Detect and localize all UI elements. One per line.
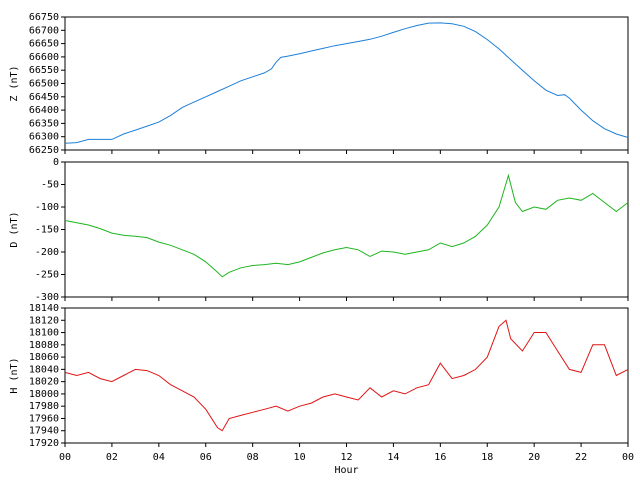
y-tick-label: -300 <box>35 292 59 303</box>
y-tick-label: 66450 <box>29 92 59 103</box>
plot-frame <box>64 161 629 298</box>
y-tick-label: 66400 <box>29 105 59 116</box>
y-tick-label: 18100 <box>29 328 59 339</box>
x-tick-label: 12 <box>340 452 352 463</box>
x-tick-label: 00 <box>59 452 71 463</box>
x-tick-label: 22 <box>575 452 587 463</box>
x-tick-label: 08 <box>247 452 259 463</box>
y-tick-label: 17980 <box>29 401 59 412</box>
y-tick-label: 18060 <box>29 352 59 363</box>
y-tick-label: 18020 <box>29 377 59 388</box>
y-axis-label: Z (nT) <box>9 65 20 101</box>
x-tick-label: 10 <box>294 452 306 463</box>
y-tick-label: -200 <box>35 247 59 258</box>
y-tick-label: 18000 <box>29 389 59 400</box>
y-axis-label: D (nT) <box>9 211 20 247</box>
x-tick-label: 18 <box>481 452 493 463</box>
y-axis-label: H (nT) <box>9 357 20 393</box>
y-tick-label: 18080 <box>29 340 59 351</box>
x-tick-label: 06 <box>200 452 212 463</box>
data-line <box>64 22 629 144</box>
y-tick-label: 17960 <box>29 413 59 424</box>
y-tick-label: -250 <box>35 270 59 281</box>
y-tick-label: 18140 <box>29 303 59 314</box>
y-tick-label: 0 <box>53 157 59 168</box>
y-tick-label: 66500 <box>29 79 59 90</box>
x-tick-label: 20 <box>528 452 540 463</box>
y-tick-label: 66350 <box>29 118 59 129</box>
y-tick-label: 66250 <box>29 145 59 156</box>
plot-frame <box>64 16 629 151</box>
y-tick-label: -100 <box>35 202 59 213</box>
y-tick-label: 66750 <box>29 12 59 23</box>
y-tick-label: 66650 <box>29 39 59 50</box>
y-tick-label: -50 <box>41 180 59 191</box>
y-tick-label: 18040 <box>29 364 59 375</box>
y-tick-label: 66300 <box>29 132 59 143</box>
y-tick-label: 17940 <box>29 426 59 437</box>
plot-frame <box>64 307 629 444</box>
y-tick-label: 66600 <box>29 52 59 63</box>
x-tick-label: 16 <box>434 452 446 463</box>
x-axis-label: Hour <box>334 465 358 476</box>
y-tick-label: 66550 <box>29 65 59 76</box>
data-line <box>64 319 629 432</box>
x-tick-label: 04 <box>153 452 165 463</box>
y-tick-label: 17920 <box>29 438 59 449</box>
y-tick-label: 18120 <box>29 315 59 326</box>
x-tick-label: 02 <box>106 452 118 463</box>
y-tick-label: -150 <box>35 225 59 236</box>
x-tick-label: 14 <box>387 452 399 463</box>
x-tick-label: 00 <box>622 452 634 463</box>
data-line <box>64 173 629 278</box>
y-tick-label: 66700 <box>29 25 59 36</box>
